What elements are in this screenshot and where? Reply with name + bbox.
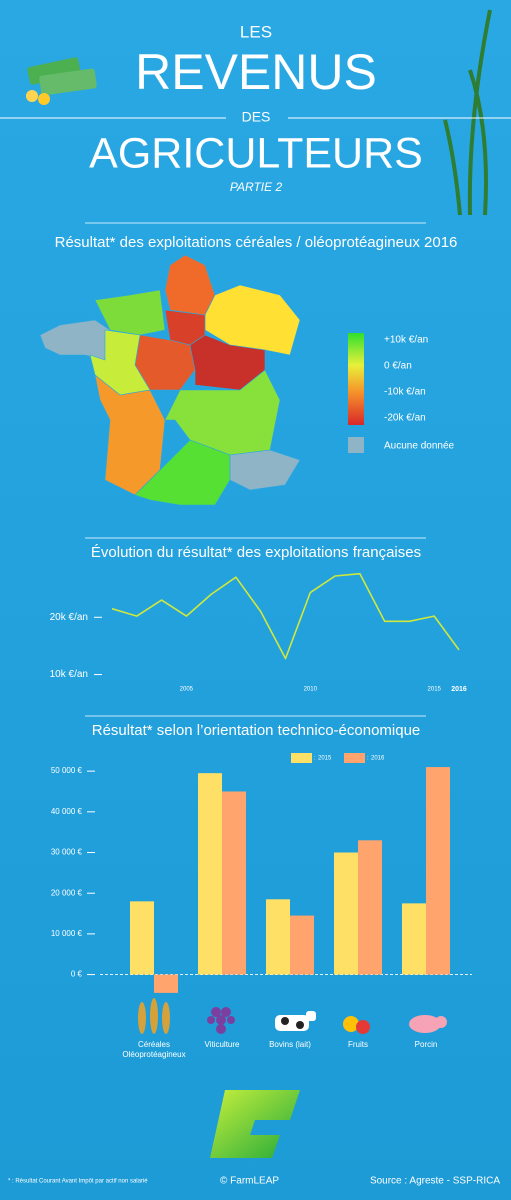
legend-scale	[348, 333, 364, 425]
y-tick-label: 30 000 €	[51, 848, 83, 857]
grape-icon	[207, 1007, 235, 1034]
header-title: AGRICULTEURS	[89, 129, 423, 177]
y-tick-label: 0 €	[71, 970, 83, 979]
legend-separator: :	[367, 756, 369, 762]
x-tick-label: 2016	[451, 686, 467, 693]
header-subtitle: PARTIE 2	[230, 180, 283, 194]
money-icon	[26, 57, 97, 105]
plant-icon	[443, 9, 492, 216]
y-tick-label: 50 000 €	[51, 766, 83, 775]
x-tick-label: Céréales Oléoprotéagineux	[122, 1040, 186, 1059]
y-tick-label: 10k €/an	[50, 669, 88, 680]
fruit-icon	[343, 1016, 370, 1034]
legend-label: +10k €/an	[384, 335, 428, 346]
wheat-icon	[138, 998, 170, 1034]
bar	[358, 840, 382, 975]
bar	[290, 915, 314, 975]
bar	[402, 903, 426, 975]
x-tick-label: 2010	[304, 687, 318, 693]
legend-swatch	[291, 753, 312, 763]
legend-separator: :	[314, 756, 316, 762]
legend-label: 0 €/an	[384, 361, 412, 372]
pig-icon	[409, 1015, 447, 1033]
bar	[426, 767, 450, 975]
legend-label: -10k €/an	[384, 387, 426, 398]
bar	[222, 791, 246, 975]
y-tick-label: 20 000 €	[51, 888, 83, 897]
x-tick-label: Porcin	[414, 1040, 438, 1049]
chart-title: Évolution du résultat* des exploitations…	[91, 544, 421, 561]
header-title: REVENUS	[135, 44, 377, 100]
copyright: © FarmLEAP	[220, 1176, 279, 1187]
france-map	[39, 254, 301, 506]
y-tick-label: 10 000 €	[51, 929, 83, 938]
line-series	[111, 572, 460, 660]
legend-label: 2015	[318, 756, 332, 762]
x-tick-label: Viticulture	[204, 1040, 240, 1049]
header-text: LES	[240, 22, 272, 41]
legend-label: -20k €/an	[384, 413, 426, 424]
footnote: * : Résultat Courant Avant Impôt par act…	[8, 1179, 148, 1185]
cow-icon	[275, 1011, 316, 1031]
y-tick-label: 40 000 €	[51, 807, 83, 816]
x-tick-label: 2015	[428, 687, 442, 693]
logo	[210, 1090, 300, 1158]
bar	[130, 901, 154, 975]
y-tick-label: 20k €/an	[50, 612, 88, 623]
x-tick-label: 2005	[180, 687, 194, 693]
legend-swatch	[344, 753, 365, 763]
map-title: Résultat* des exploitations céréales / o…	[55, 234, 458, 251]
bar	[266, 899, 290, 975]
legend-label: Aucune donnée	[384, 441, 455, 452]
bar	[334, 852, 358, 975]
header-text: DES	[242, 109, 271, 125]
bar	[154, 974, 178, 993]
chart-title: Résultat* selon l’orientation technico-é…	[92, 722, 421, 739]
legend-swatch	[348, 437, 364, 453]
legend-label: 2016	[371, 756, 385, 762]
x-tick-label: Bovins (lait)	[269, 1040, 311, 1049]
x-tick-label: Fruits	[348, 1040, 368, 1049]
bar	[198, 773, 222, 975]
source: Source : Agreste - SSP-RICA	[370, 1176, 500, 1187]
